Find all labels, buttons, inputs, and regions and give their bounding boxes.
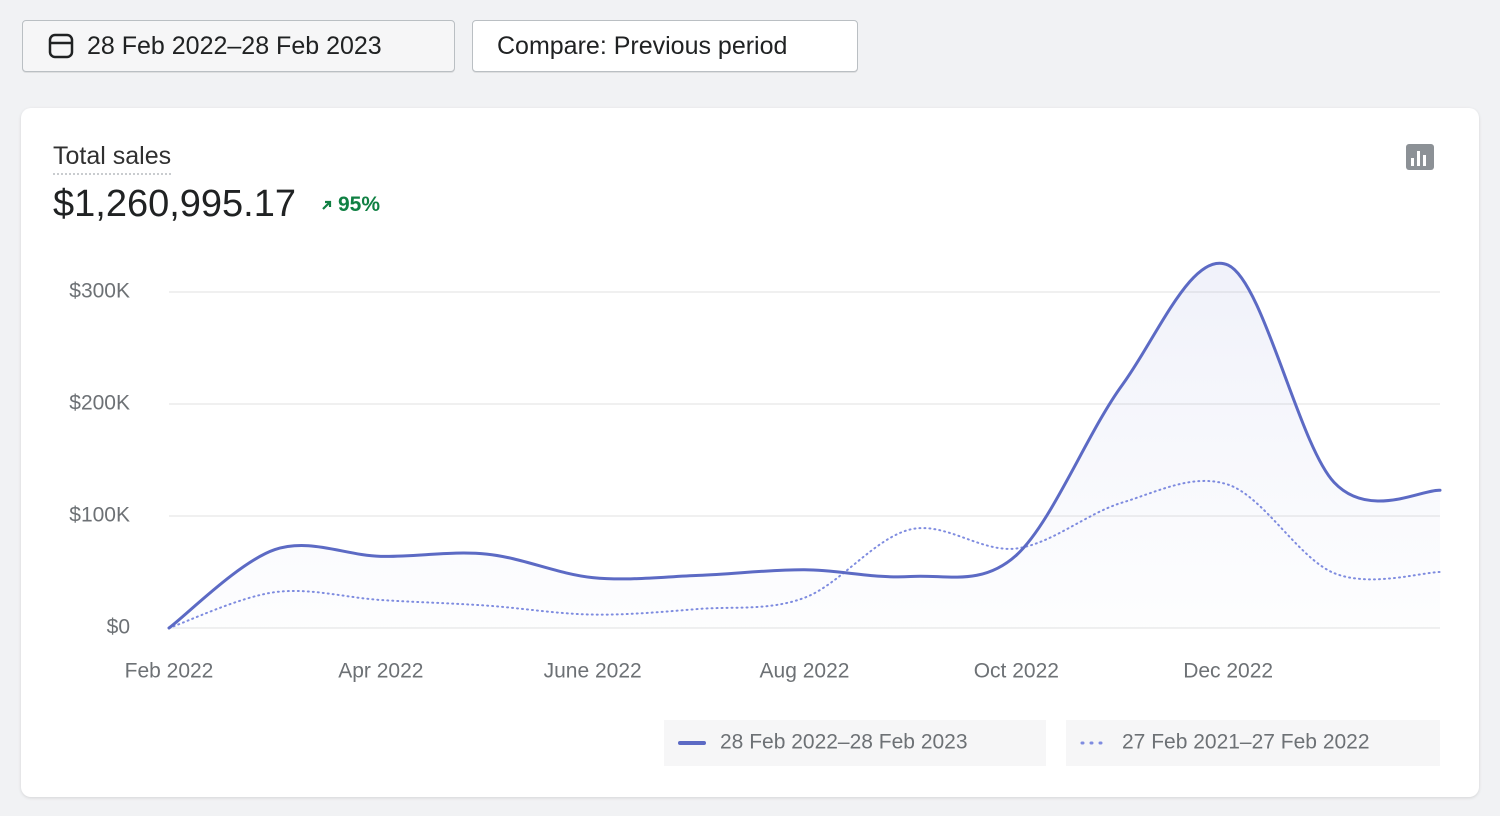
y-tick-label: $200K [69, 392, 130, 415]
date-range-button[interactable]: 28 Feb 2022–28 Feb 2023 [22, 20, 455, 72]
area [169, 263, 1440, 628]
legend-box [1066, 720, 1440, 766]
up-arrow-icon [322, 200, 332, 210]
compare-button[interactable]: Compare: Previous period [472, 20, 858, 72]
legend-box [664, 720, 1046, 766]
x-tick-label: June 2022 [544, 660, 642, 683]
legend-label: 28 Feb 2022–28 Feb 2023 [720, 731, 968, 754]
change-indicator: 95% [320, 193, 380, 217]
card-title: Total sales [53, 142, 172, 175]
y-tick-label: $300K [69, 280, 130, 303]
x-tick-label: Aug 2022 [760, 660, 850, 683]
series-line [167, 261, 1442, 630]
change-value: 95% [338, 193, 381, 216]
x-tick-label: Feb 2022 [125, 660, 214, 683]
y-tick-label: $0 [107, 616, 130, 639]
x-tick-label: Apr 2022 [338, 660, 423, 683]
total-value: $1,260,995.17 [53, 183, 297, 225]
calendar-icon [48, 33, 74, 59]
x-tick-label: Dec 2022 [1183, 660, 1273, 683]
date-range-label: 28 Feb 2022–28 Feb 2023 [87, 31, 382, 60]
x-tick-label: Oct 2022 [974, 660, 1059, 683]
y-tick-label: $100K [69, 504, 130, 527]
legend-label: 27 Feb 2021–27 Feb 2022 [1122, 731, 1370, 754]
chart-type-button[interactable] [1406, 144, 1434, 170]
compare-label: Compare: Previous period [497, 31, 788, 60]
